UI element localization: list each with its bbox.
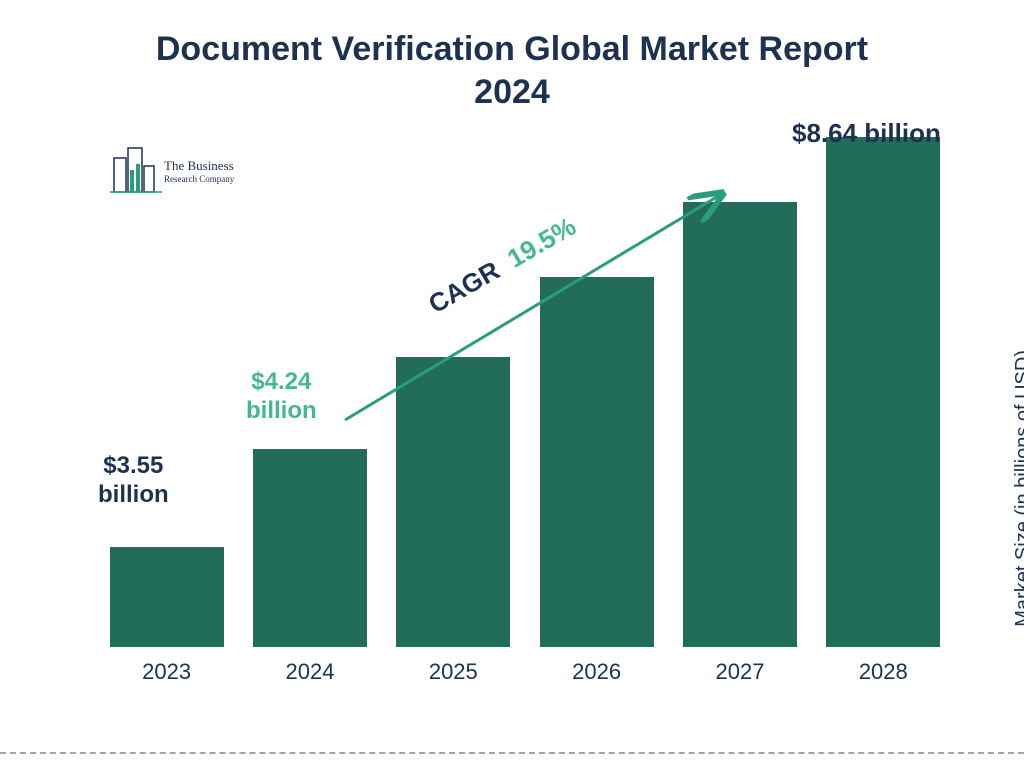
year-label-2026: 2026 (572, 659, 621, 685)
title-line2: 2024 (474, 73, 550, 111)
year-label-2028: 2028 (859, 659, 908, 685)
value-label-2028: $8.64 billion (792, 118, 941, 149)
value-label-2023: $3.55 billion (98, 452, 169, 510)
bar-col-2025: 2025 (389, 357, 517, 685)
bottom-dashed-line (0, 752, 1024, 754)
year-label-2027: 2027 (715, 659, 764, 685)
bars-container: 2023 2024 2025 2026 2027 2028 (95, 130, 955, 685)
bar-col-2023: 2023 (103, 547, 231, 685)
year-label-2025: 2025 (429, 659, 478, 685)
bar-2027 (683, 202, 797, 647)
bar-2023 (110, 547, 224, 647)
bar-col-2026: 2026 (533, 277, 661, 685)
bar-2026 (540, 277, 654, 647)
title-line1: Document Verification Global Market Repo… (156, 30, 868, 68)
year-label-2024: 2024 (286, 659, 335, 685)
bar-col-2028: 2028 (819, 137, 947, 685)
year-label-2023: 2023 (142, 659, 191, 685)
y-axis-label: Market Size (in billions of USD) (1012, 350, 1024, 627)
bar-col-2027: 2027 (676, 202, 804, 685)
bar-2028 (826, 137, 940, 647)
chart-area: 2023 2024 2025 2026 2027 2028 (95, 130, 955, 685)
bar-2024 (253, 449, 367, 647)
value-label-2024: $4.24 billion (246, 368, 317, 426)
bar-col-2024: 2024 (246, 449, 374, 685)
chart-title: Document Verification Global Market Repo… (0, 28, 1024, 113)
bar-2025 (396, 357, 510, 647)
